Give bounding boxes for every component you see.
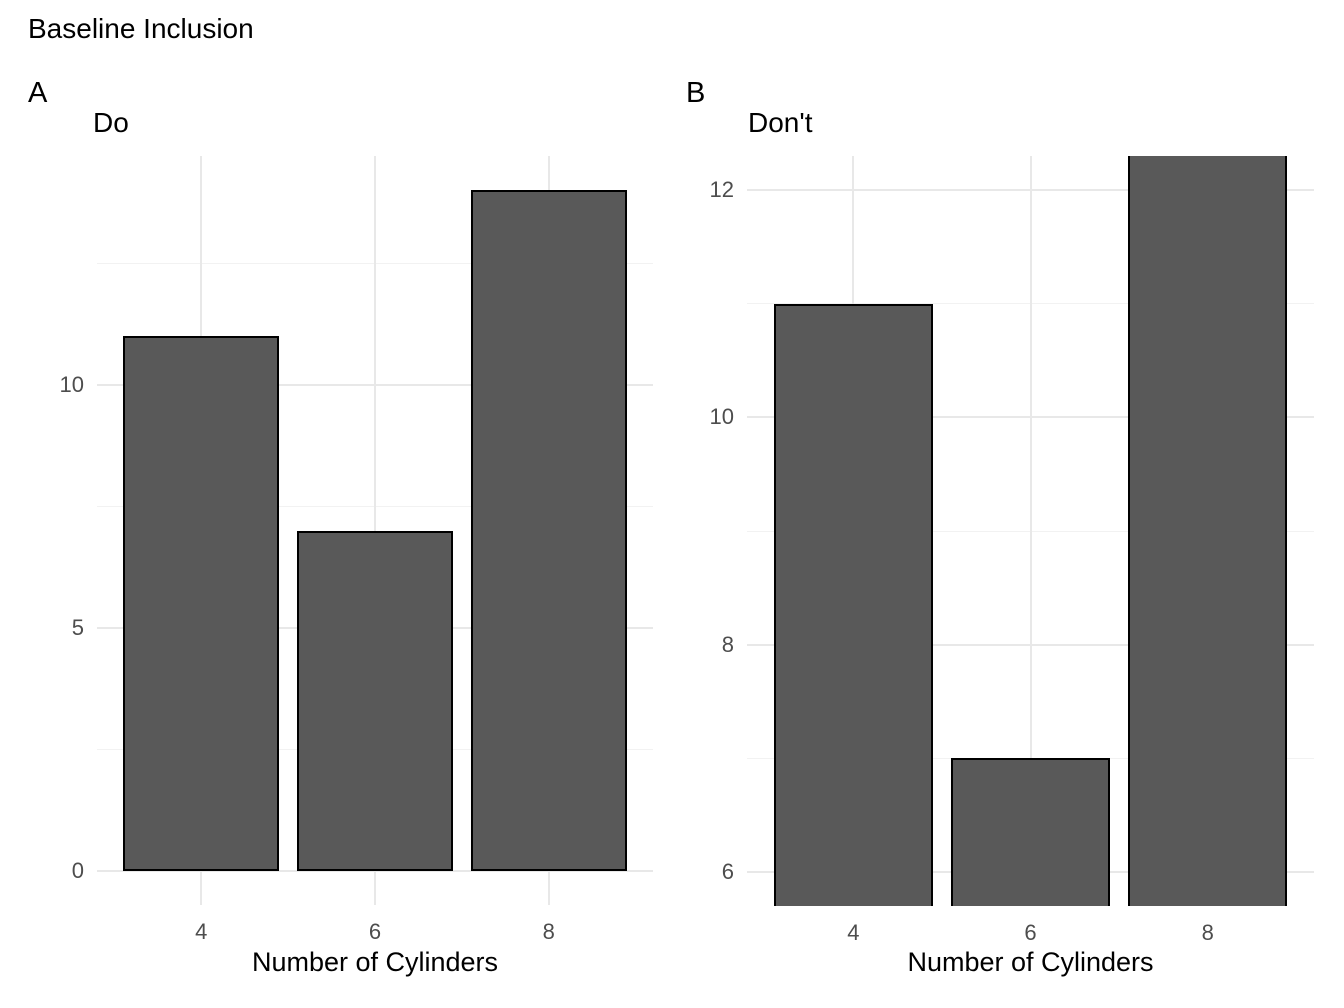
grid-major-line-vertical — [1029, 156, 1032, 906]
y-tick-label: 5 — [71, 614, 84, 640]
panel-a-plot-area — [97, 156, 653, 905]
bar-cyl-6 — [296, 530, 454, 871]
x-tick-label: 8 — [542, 919, 555, 944]
bar-cyl-4 — [123, 335, 280, 871]
y-tick-label: 10 — [59, 371, 84, 397]
panel-a-x-axis-title: Number of Cylinders — [251, 947, 499, 977]
panel-a-tag: A — [28, 77, 48, 109]
plot-title: Baseline Inclusion — [28, 13, 254, 44]
panel-a-subtitle: Do — [93, 107, 129, 138]
y-tick-label: 8 — [721, 631, 734, 657]
y-tick-label: 12 — [709, 177, 734, 203]
bar-cyl-8 — [1127, 156, 1288, 906]
x-tick-label: 4 — [847, 920, 860, 945]
y-tick-label: 6 — [721, 858, 734, 884]
y-tick-label: 0 — [71, 857, 84, 883]
bar-cyl-8 — [470, 190, 627, 871]
y-tick-label: 10 — [709, 404, 734, 430]
bar-cyl-6 — [950, 758, 1111, 906]
panel-b-plot-area — [747, 156, 1314, 906]
x-tick-label: 4 — [195, 919, 208, 944]
x-tick-label: 6 — [368, 919, 382, 944]
panel-b-tag: B — [686, 77, 706, 109]
x-tick-label: 8 — [1201, 920, 1214, 945]
bar-cyl-4 — [773, 303, 934, 906]
panel-b-x-axis-title: Number of Cylinders — [907, 947, 1154, 977]
panel-b-subtitle: Don't — [748, 107, 813, 138]
x-tick-label: 6 — [1024, 920, 1037, 945]
